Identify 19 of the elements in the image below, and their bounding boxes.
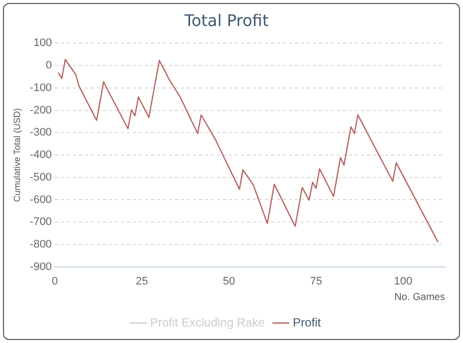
y-axis-title: Cumulative Total (USD) xyxy=(12,108,22,202)
x-tick-label: 75 xyxy=(310,275,322,288)
x-tick-label: 25 xyxy=(136,275,148,288)
y-tick-label: -100 xyxy=(30,82,52,94)
y-tick-label: -700 xyxy=(30,216,52,228)
y-tick-label: -200 xyxy=(30,104,52,116)
chart-title: Total Profit xyxy=(183,10,269,30)
y-tick-label: 100 xyxy=(33,37,52,50)
y-tick-label: 0 xyxy=(46,60,52,72)
y-tick-label: -400 xyxy=(30,149,52,162)
y-tick-label: -600 xyxy=(30,194,52,206)
x-tick-label: 100 xyxy=(394,275,412,288)
y-tick-label: -800 xyxy=(30,238,52,250)
x-axis-title: No. Games xyxy=(394,292,445,303)
legend-label: Profit xyxy=(292,315,322,330)
y-tick-label: -900 xyxy=(30,260,52,273)
y-tick-label: -300 xyxy=(30,126,52,139)
x-tick-label: 50 xyxy=(222,275,236,288)
y-tick-label: -500 xyxy=(30,171,52,184)
